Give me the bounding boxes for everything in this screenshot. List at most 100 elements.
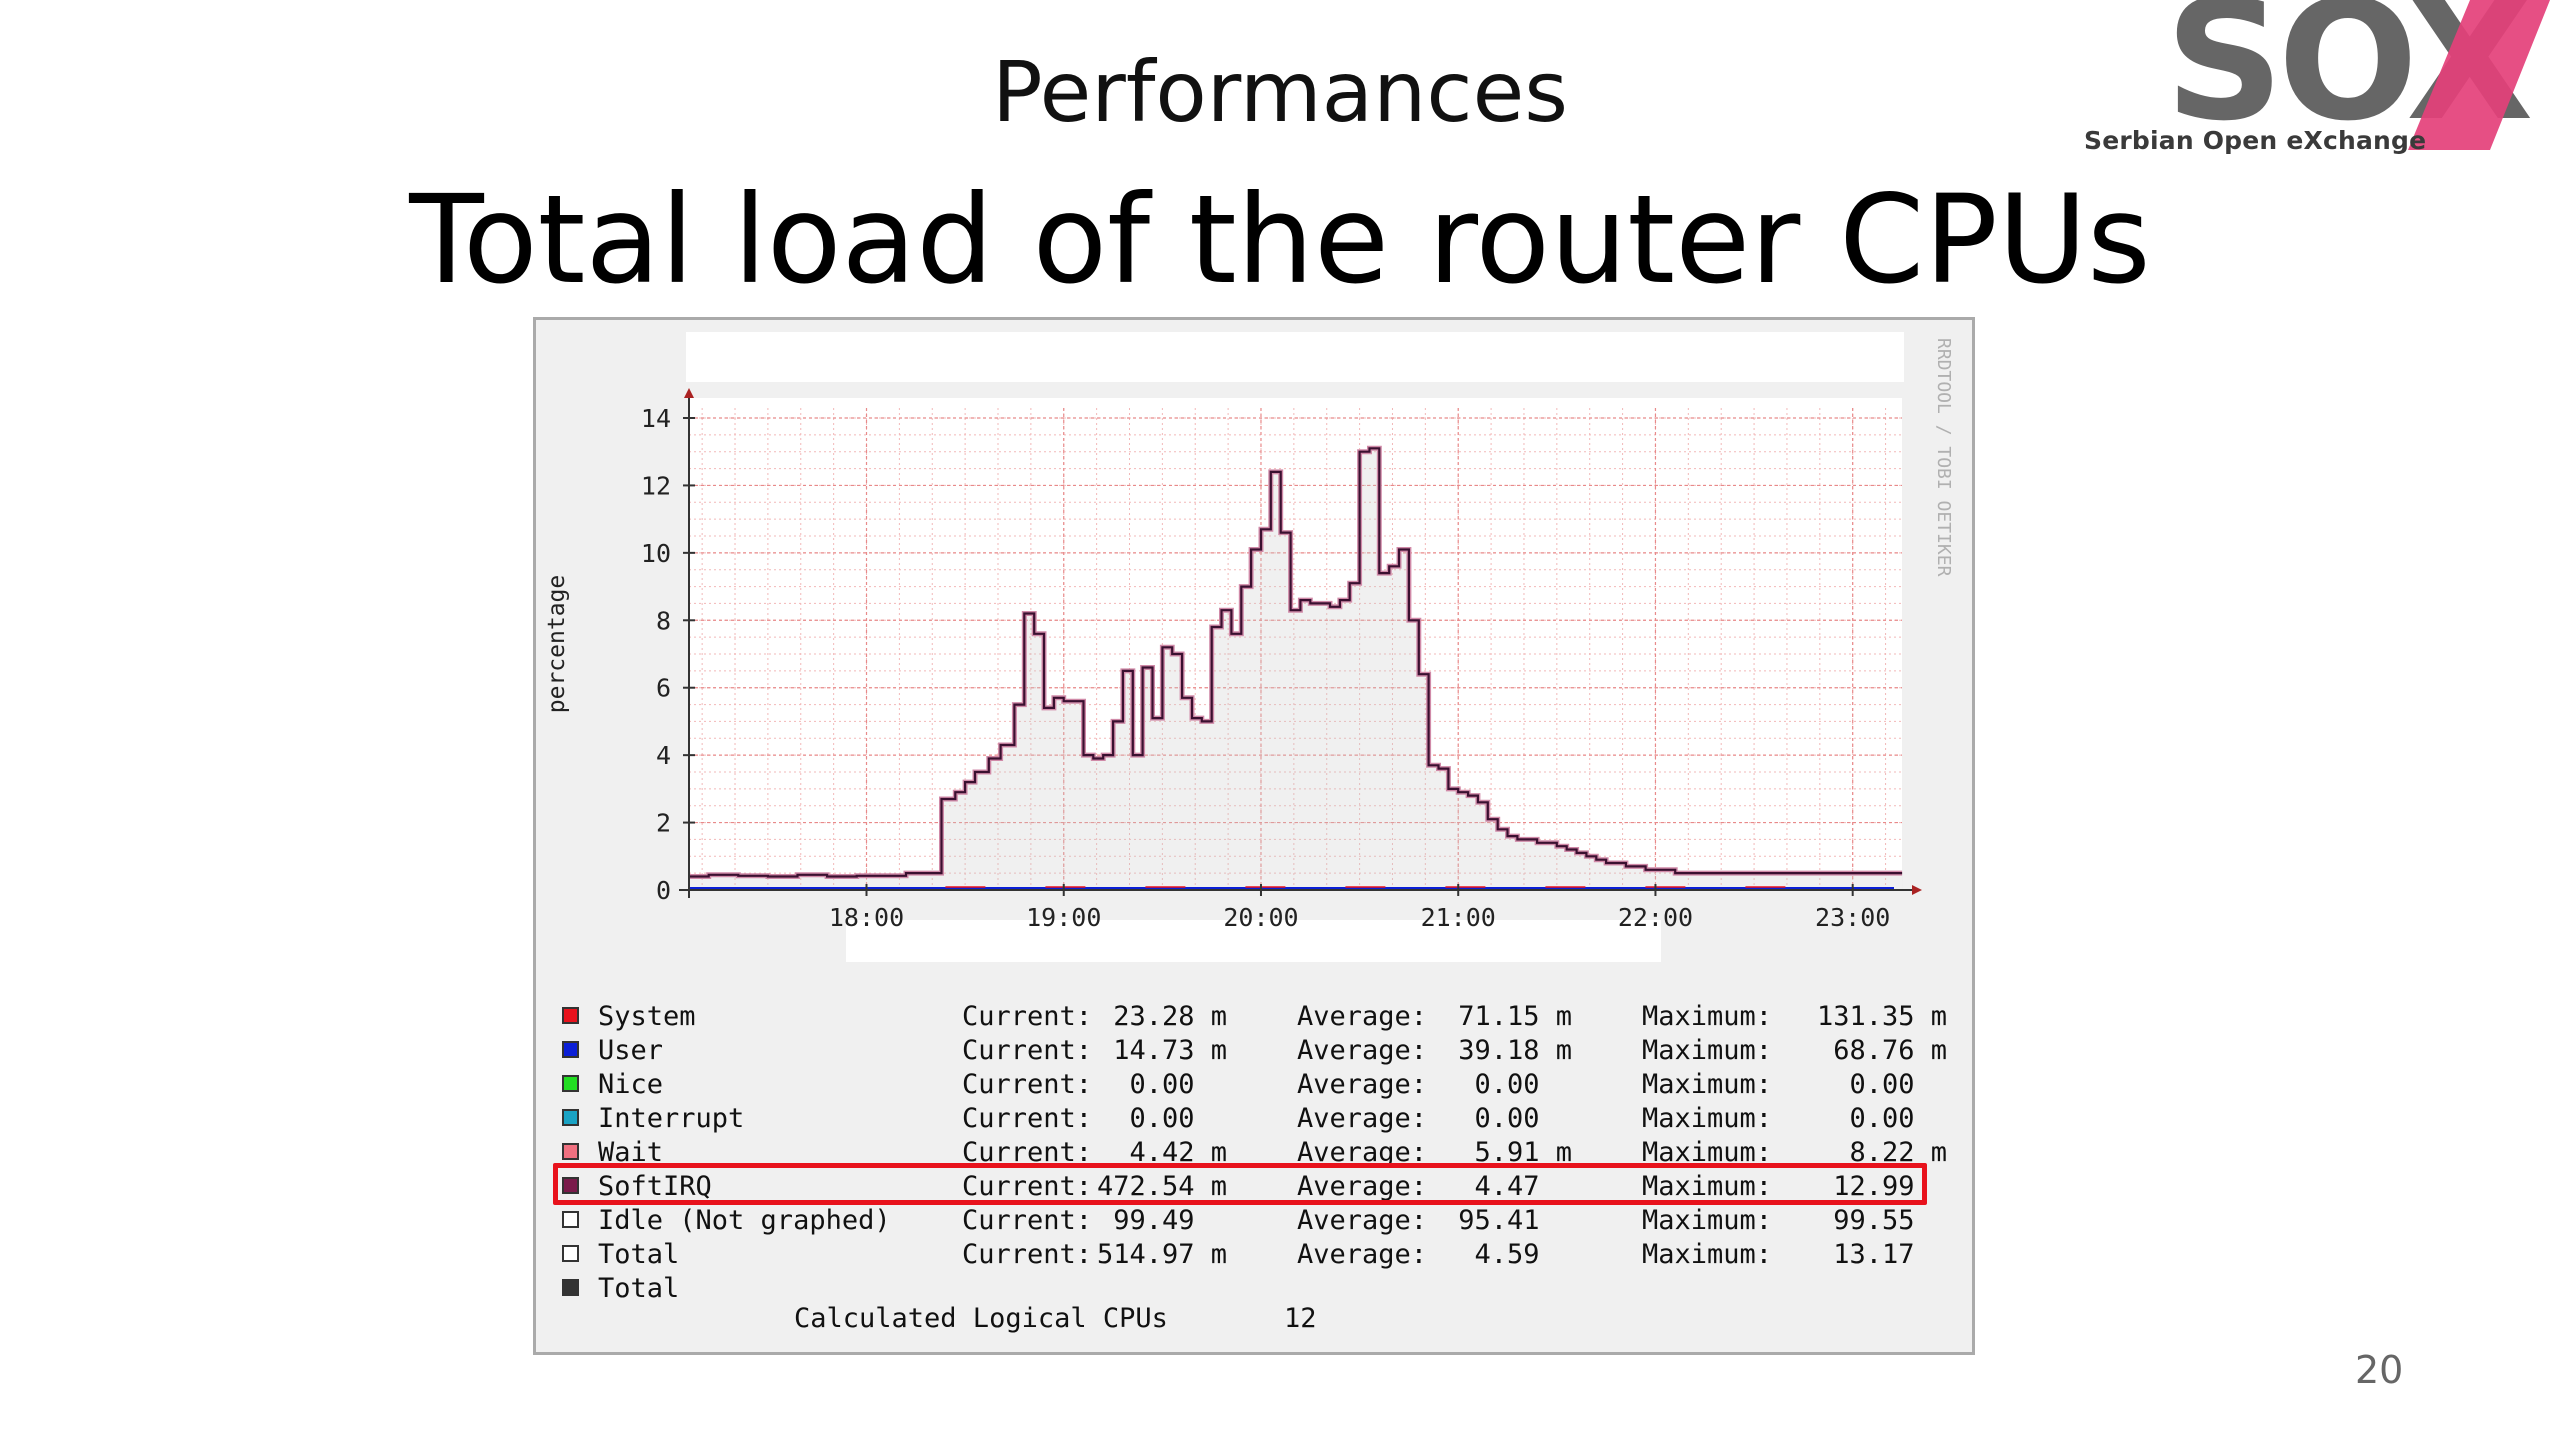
legend-current-label: Current:	[962, 1205, 1093, 1236]
legend-row: Interrupt Current: 0.00 Average: 0.00 Maxim…	[562, 1102, 1952, 1136]
axis-area	[846, 920, 1661, 962]
legend-swatch	[562, 1109, 579, 1126]
legend-average-label: Average:	[1297, 1069, 1428, 1100]
y-axis-arrow	[684, 388, 694, 398]
legend-name: Idle (Not graphed)	[598, 1205, 891, 1236]
legend-current-label: Current:	[962, 1069, 1093, 1100]
rrdtool-watermark: RRDTOOL / TOBI OETIKER	[1933, 338, 1954, 577]
legend-average-label: Average:	[1297, 1239, 1428, 1270]
legend-average-label: Average:	[1297, 1035, 1428, 1066]
y-tick-label: 0	[656, 876, 671, 905]
y-tick-label: 14	[641, 404, 671, 433]
legend-maximum-value: 99.55	[1833, 1205, 1947, 1236]
legend-maximum-label: Maximum:	[1642, 1035, 1773, 1066]
legend-name: Total	[598, 1273, 680, 1304]
total-line	[689, 447, 1903, 878]
legend-current-value: 0.00	[1129, 1103, 1227, 1134]
y-tick-label: 6	[656, 674, 671, 703]
y-tick-label: 4	[656, 741, 671, 770]
legend-maximum-label: Maximum:	[1642, 1239, 1773, 1270]
legend-current-value: 14.73 m	[1113, 1035, 1227, 1066]
legend-current-label: Current:	[962, 1239, 1093, 1270]
plot-area	[689, 398, 1902, 890]
legend-row: Total	[562, 1272, 1952, 1306]
legend-average-label: Average:	[1297, 1205, 1428, 1236]
legend-average-value: 0.00	[1474, 1069, 1572, 1100]
rrd-graph: 0 2 4 6 8 10 12 14 18:00 19:00 20:00 21:00 22:00 23:0…	[533, 317, 1975, 1355]
legend-maximum-value: 13.17	[1833, 1239, 1947, 1270]
legend-maximum-value: 68.76 m	[1833, 1035, 1947, 1066]
calculated-cpus-label: Calculated Logical CPUs	[794, 1303, 1168, 1334]
legend-row: Wait Current: 4.42 m Average: 5.91 m Maximum:…	[562, 1136, 1952, 1170]
legend-average-value: 95.41	[1458, 1205, 1572, 1236]
calculated-cpus-value: 12	[1284, 1303, 1317, 1334]
legend-swatch	[562, 1177, 579, 1194]
legend-average-value: 4.47	[1474, 1171, 1572, 1202]
legend-maximum-label: Maximum:	[1642, 1103, 1773, 1134]
legend-row: Total Current: 514.97 m Average: 4.59 Maximu…	[562, 1238, 1952, 1272]
legend-row: User Current: 14.73 m Average: 39.18 m Maximu…	[562, 1034, 1952, 1068]
slide-heading: Performances	[991, 43, 1569, 141]
legend-maximum-label: Maximum:	[1642, 1171, 1773, 1202]
legend-average-value: 0.00	[1474, 1103, 1572, 1134]
y-tick-label: 12	[641, 471, 671, 500]
legend-maximum-label: Maximum:	[1642, 1205, 1773, 1236]
legend-name: Interrupt	[598, 1103, 745, 1134]
legend-current-label: Current:	[962, 1171, 1093, 1202]
legend-swatch	[562, 1041, 579, 1058]
legend-name: System	[598, 1001, 696, 1032]
legend-name: User	[598, 1035, 664, 1066]
legend-maximum-value: 0.00	[1849, 1103, 1947, 1134]
legend-average-label: Average:	[1297, 1171, 1428, 1202]
legend-current-label: Current:	[962, 1103, 1093, 1134]
legend-current-label: Current:	[962, 1001, 1093, 1032]
legend-row: SoftIRQ Current: 472.54 m Average: 4.47 Maxi…	[562, 1170, 1952, 1204]
x-tick-label: 18:00	[829, 903, 904, 932]
legend-name: Nice	[598, 1069, 664, 1100]
x-axis-arrow	[1912, 885, 1922, 895]
legend-average-value: 4.59	[1474, 1239, 1572, 1270]
legend-row: Nice Current: 0.00 Average: 0.00 Maximum: 0.…	[562, 1068, 1952, 1102]
legend-name: Wait	[598, 1137, 664, 1168]
legend-average-label: Average:	[1297, 1001, 1428, 1032]
legend-swatch	[562, 1279, 579, 1296]
legend-average-label: Average:	[1297, 1137, 1428, 1168]
y-tick-label: 8	[656, 606, 671, 635]
legend-maximum-label: Maximum:	[1642, 1137, 1773, 1168]
cpu-load-chart: 0 2 4 6 8 10 12 14 18:00 19:00 20:00 21:00 22:00 23:0…	[544, 332, 1954, 962]
legend-maximum-label: Maximum:	[1642, 1069, 1773, 1100]
legend-swatch	[562, 1245, 579, 1262]
y-tick-label: 10	[641, 539, 671, 568]
x-tick-label: 21:00	[1421, 903, 1496, 932]
x-tick-label: 20:00	[1223, 903, 1298, 932]
legend-average-value: 39.18 m	[1458, 1035, 1572, 1066]
legend-average-label: Average:	[1297, 1103, 1428, 1134]
legend-row: Idle (Not graphed) Current: 99.49 Average:…	[562, 1204, 1952, 1238]
x-tick-label: 23:00	[1815, 903, 1890, 932]
x-tick-label: 22:00	[1618, 903, 1693, 932]
title-area	[686, 332, 1904, 382]
legend-maximum-value: 8.22 m	[1849, 1137, 1947, 1168]
legend-row: System Current: 23.28 m Average: 71.15 m Maxi…	[562, 1000, 1952, 1034]
total-area	[689, 448, 1903, 890]
legend-current-value: 99.49	[1113, 1205, 1227, 1236]
x-tick-label: 19:00	[1026, 903, 1101, 932]
legend-maximum-value: 0.00	[1849, 1069, 1947, 1100]
legend-current-label: Current:	[962, 1035, 1093, 1066]
legend-name: Total	[598, 1239, 680, 1270]
legend-name: SoftIRQ	[598, 1171, 712, 1202]
page-number: 20	[2355, 1348, 2404, 1392]
legend-maximum-label: Maximum:	[1642, 1001, 1773, 1032]
legend-current-value: 23.28 m	[1113, 1001, 1227, 1032]
sox-logo: SOX	[2165, 0, 2550, 157]
legend-current-value: 4.42 m	[1129, 1137, 1227, 1168]
legend-swatch	[562, 1007, 579, 1024]
legend-maximum-value: 12.99	[1833, 1171, 1947, 1202]
legend-current-value: 472.54 m	[1096, 1171, 1227, 1202]
legend-current-label: Current:	[962, 1137, 1093, 1168]
y-tick-label: 2	[656, 809, 671, 838]
legend-average-value: 5.91 m	[1474, 1137, 1572, 1168]
legend-average-value: 71.15 m	[1458, 1001, 1572, 1032]
legend-current-value: 0.00	[1129, 1069, 1227, 1100]
legend-swatch	[562, 1211, 579, 1228]
